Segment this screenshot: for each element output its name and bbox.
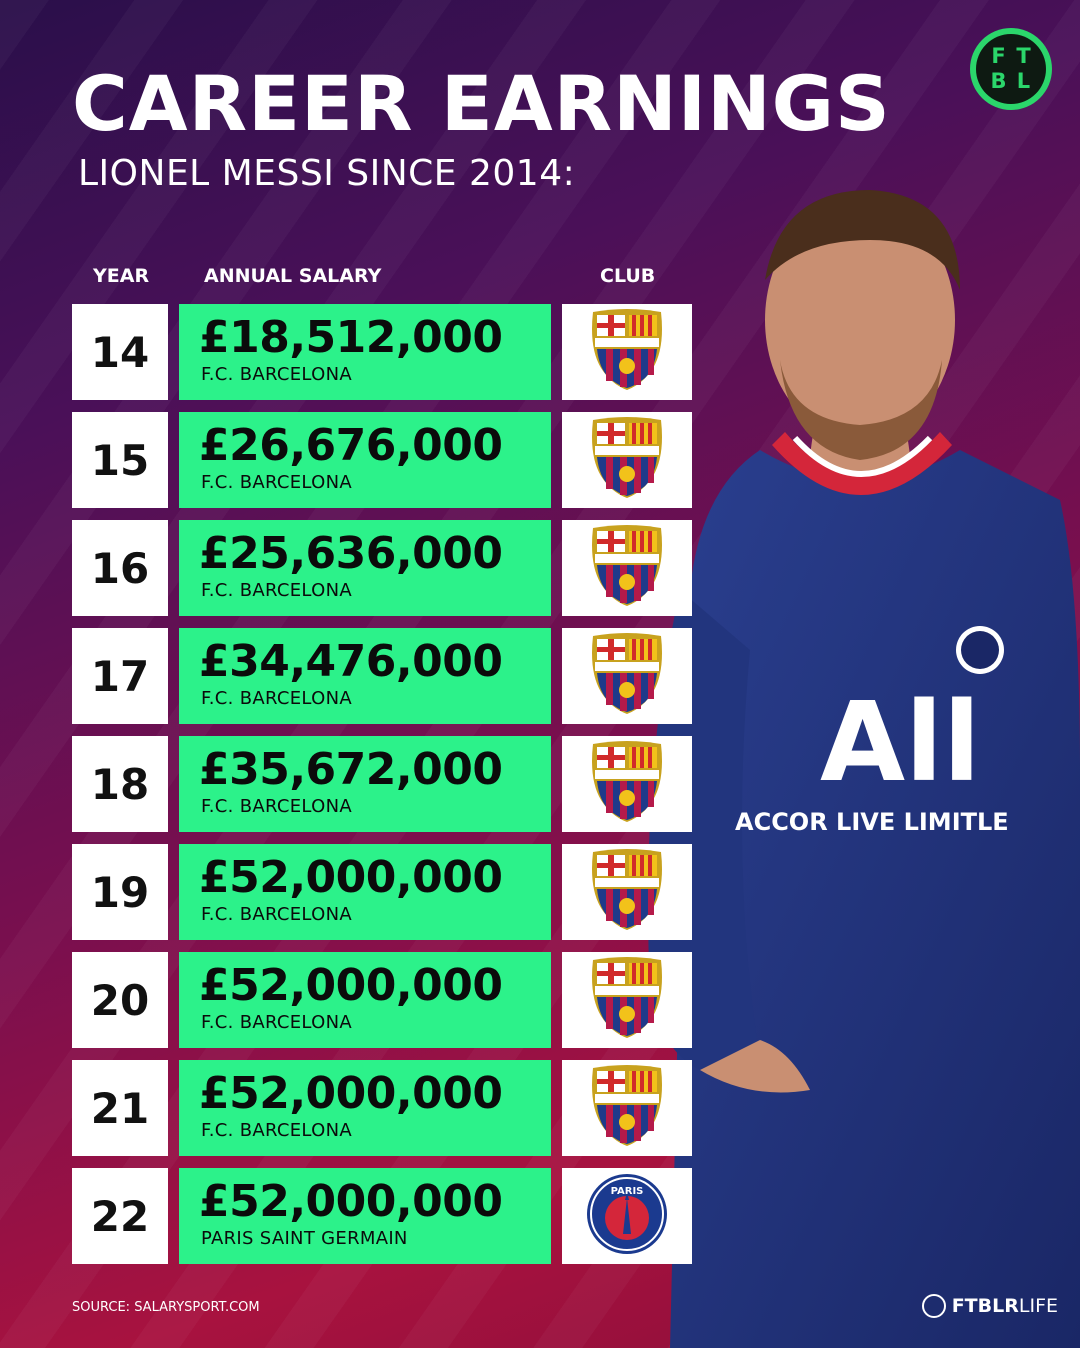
page-subtitle: LIONEL MESSI SINCE 2014: (78, 153, 576, 194)
year-cell: 18 (72, 736, 168, 832)
club-cell: PARIS (562, 1168, 692, 1264)
club-name: F.C. BARCELONA (201, 1120, 352, 1141)
column-header-year: YEAR (93, 265, 150, 287)
salary-cell: £34,476,000 F.C. BARCELONA (179, 628, 551, 724)
year-cell: 17 (72, 628, 168, 724)
club-cell (562, 1060, 692, 1156)
player-photo: ACCOR LIVE LIMITLE All (648, 190, 1080, 1348)
svg-text:All: All (820, 678, 981, 806)
salary-amount: £52,000,000 (199, 1068, 503, 1119)
salary-amount: £18,512,000 (199, 312, 503, 363)
brand-bold: FTBLR (951, 1295, 1019, 1317)
ftbl-logo: F T B L (970, 28, 1052, 110)
club-name: F.C. BARCELONA (201, 1012, 352, 1033)
club-name: F.C. BARCELONA (201, 580, 352, 601)
svg-text:ACCOR LIVE LIMITLE: ACCOR LIVE LIMITLE (735, 808, 1009, 836)
fcb-crest-icon (587, 956, 667, 1044)
column-header-salary: ANNUAL SALARY (204, 265, 382, 287)
column-header-club: CLUB (600, 265, 656, 287)
club-cell (562, 520, 692, 616)
source-note: SOURCE: SALARYSPORT.COM (72, 1300, 260, 1315)
year-cell: 19 (72, 844, 168, 940)
year-cell: 20 (72, 952, 168, 1048)
logo-letter: L (1016, 69, 1031, 93)
fcb-crest-icon (587, 632, 667, 720)
brand-light: LIFE (1018, 1295, 1058, 1317)
salary-amount: £35,672,000 (199, 744, 503, 795)
club-name: F.C. BARCELONA (201, 364, 352, 385)
salary-cell: £52,000,000 F.C. BARCELONA (179, 844, 551, 940)
year-cell: 14 (72, 304, 168, 400)
salary-amount: £34,476,000 (199, 636, 503, 687)
salary-amount: £52,000,000 (199, 960, 503, 1011)
salary-amount: £25,636,000 (199, 528, 503, 579)
salary-amount: £52,000,000 (199, 1176, 503, 1227)
club-name: F.C. BARCELONA (201, 796, 352, 817)
fcb-crest-icon (587, 308, 667, 396)
fcb-crest-icon (587, 1064, 667, 1152)
page-title: CAREER EARNINGS (72, 59, 891, 148)
year-cell: 16 (72, 520, 168, 616)
club-name: F.C. BARCELONA (201, 904, 352, 925)
club-cell (562, 412, 692, 508)
club-name: PARIS SAINT GERMAIN (201, 1228, 408, 1249)
salary-cell: £25,636,000 F.C. BARCELONA (179, 520, 551, 616)
svg-text:PARIS: PARIS (611, 1186, 644, 1197)
club-name: F.C. BARCELONA (201, 472, 352, 493)
club-cell (562, 952, 692, 1048)
psg-crest-icon: PARIS (585, 1172, 669, 1260)
salary-amount: £52,000,000 (199, 852, 503, 903)
salary-cell: £35,672,000 F.C. BARCELONA (179, 736, 551, 832)
salary-amount: £26,676,000 (199, 420, 503, 471)
club-cell (562, 736, 692, 832)
logo-letter: B (990, 69, 1007, 93)
salary-cell: £52,000,000 PARIS SAINT GERMAIN (179, 1168, 551, 1264)
club-cell (562, 628, 692, 724)
club-name: F.C. BARCELONA (201, 688, 352, 709)
fcb-crest-icon (587, 416, 667, 504)
salary-cell: £18,512,000 F.C. BARCELONA (179, 304, 551, 400)
salary-cell: £52,000,000 F.C. BARCELONA (179, 952, 551, 1048)
football-icon (921, 1294, 946, 1318)
club-cell (562, 304, 692, 400)
salary-cell: £26,676,000 F.C. BARCELONA (179, 412, 551, 508)
year-cell: 21 (72, 1060, 168, 1156)
club-cell (562, 844, 692, 940)
year-cell: 22 (72, 1168, 168, 1264)
fcb-crest-icon (587, 740, 667, 828)
salary-cell: £52,000,000 F.C. BARCELONA (179, 1060, 551, 1156)
logo-letter: T (1016, 44, 1031, 68)
year-cell: 15 (72, 412, 168, 508)
fcb-crest-icon (587, 524, 667, 612)
fcb-crest-icon (587, 848, 667, 936)
ftblr-life-brand: FTBLRLIFE (921, 1294, 1058, 1318)
logo-letter: F (991, 44, 1006, 68)
